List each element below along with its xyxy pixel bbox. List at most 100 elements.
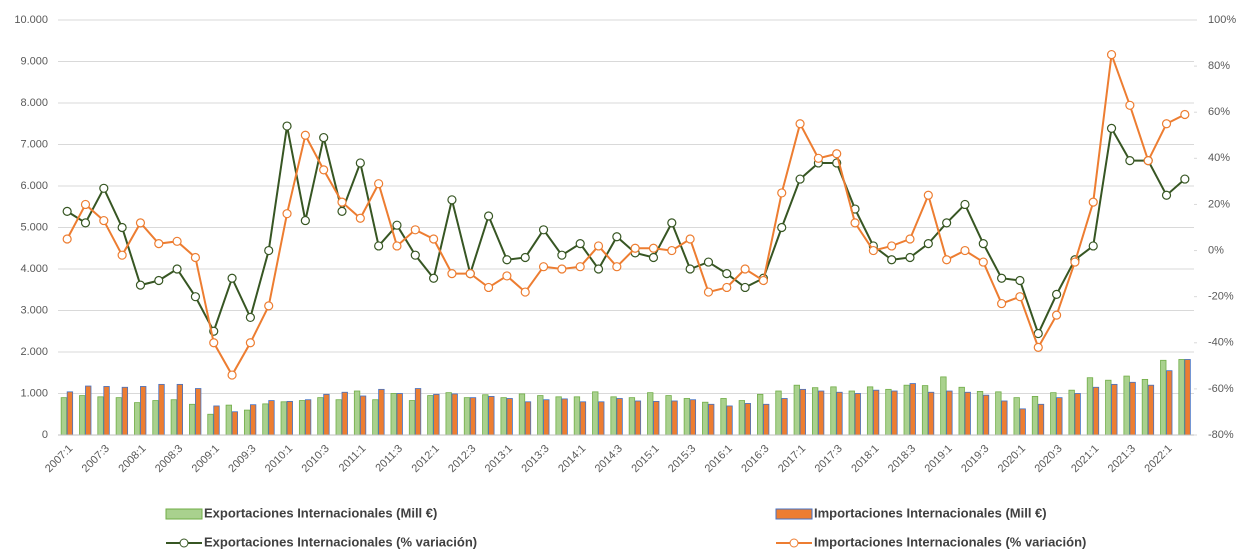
- bar: [1123, 375, 1130, 436]
- y2-tick-label: 100%: [1208, 14, 1236, 26]
- bar: [427, 395, 434, 436]
- bar: [408, 400, 416, 436]
- line-marker: [154, 239, 164, 249]
- bar: [1105, 379, 1112, 436]
- bar: [854, 393, 861, 436]
- line-marker: [447, 195, 457, 205]
- line-marker: [410, 250, 420, 260]
- line-marker: [62, 234, 72, 244]
- bar: [610, 396, 617, 436]
- y2-tick-label: 0%: [1208, 244, 1224, 256]
- line-marker: [942, 218, 952, 228]
- line-marker: [190, 292, 201, 302]
- line-marker: [483, 282, 494, 293]
- x-tick-label: 2018:1: [849, 443, 881, 475]
- x-tick-label: 2018:3: [886, 443, 918, 475]
- line-marker: [612, 262, 622, 272]
- line-marker: [264, 301, 274, 311]
- bar: [689, 399, 697, 436]
- bar: [323, 393, 330, 436]
- line-marker: [630, 243, 640, 253]
- y2-tick-label: 20%: [1208, 198, 1230, 210]
- line-marker: [758, 275, 769, 286]
- y-tick-label: 8.000: [20, 97, 48, 109]
- bar: [445, 392, 452, 436]
- bar: [616, 398, 623, 436]
- legend-label: Exportaciones Internacionales (% variaci…: [204, 534, 477, 549]
- line-marker: [392, 241, 402, 251]
- bar: [537, 395, 544, 436]
- bar: [378, 388, 385, 436]
- bar: [995, 391, 1002, 436]
- bar: [1184, 359, 1191, 436]
- bar: [213, 405, 220, 436]
- bar: [811, 387, 819, 436]
- bar: [830, 386, 837, 436]
- y2-tick-label: 40%: [1208, 152, 1230, 164]
- bar: [121, 386, 129, 436]
- line-marker: [410, 225, 420, 235]
- line-marker: [593, 241, 604, 251]
- line-marker: [942, 255, 952, 265]
- y-tick-label: 2.000: [20, 346, 48, 358]
- line-marker: [99, 183, 109, 193]
- line-marker: [355, 213, 365, 223]
- bar: [1166, 370, 1173, 436]
- x-tick-label: 2008:3: [153, 443, 185, 475]
- line-marker: [685, 234, 695, 244]
- bar: [158, 383, 165, 436]
- bar: [1111, 383, 1118, 436]
- line-marker: [1033, 328, 1043, 339]
- line-marker: [190, 252, 201, 263]
- line-marker: [374, 179, 384, 189]
- bar: [500, 397, 507, 436]
- line-marker: [1015, 275, 1025, 286]
- bar: [1001, 400, 1008, 436]
- line-marker: [337, 206, 347, 216]
- y-tick-label: 6.000: [20, 180, 48, 192]
- bar: [85, 385, 92, 436]
- bar: [665, 395, 672, 436]
- legend: Exportaciones Internacionales (Mill €) Im…: [165, 505, 1086, 549]
- y-tick-label: 10.000: [14, 14, 48, 26]
- bar: [817, 390, 825, 436]
- line-marker: [1088, 241, 1098, 251]
- line-marker: [923, 190, 933, 200]
- bar: [60, 397, 68, 436]
- line-marker: [978, 257, 988, 267]
- line-marker: [1180, 109, 1190, 120]
- bar: [1056, 397, 1063, 436]
- legend-label: Importaciones Internacionales (Mill €): [814, 505, 1047, 520]
- x-tick-label: 2020:1: [996, 443, 1028, 475]
- line-marker: [593, 264, 604, 274]
- line-marker: [117, 222, 127, 233]
- line-marker: [740, 264, 750, 274]
- line-marker: [62, 206, 72, 216]
- line-marker: [1125, 100, 1135, 110]
- bar: [793, 384, 800, 436]
- line-marker: [117, 250, 127, 260]
- bar: [909, 383, 916, 436]
- bar: [414, 388, 422, 436]
- line-marker: [264, 245, 274, 256]
- legend-swatch: [165, 508, 203, 520]
- bar: [286, 400, 293, 436]
- line-marker: [978, 239, 988, 249]
- bar: [317, 397, 324, 436]
- x-tick-label: 2015:1: [629, 443, 661, 475]
- line-marker: [557, 250, 567, 260]
- line-marker: [282, 209, 292, 219]
- bar: [341, 391, 348, 436]
- bar: [1050, 392, 1057, 436]
- y2-tick-label: -20%: [1208, 291, 1234, 303]
- bar: [634, 400, 642, 436]
- line-marker: [374, 241, 384, 251]
- line-marker: [795, 174, 805, 184]
- line-marker: [355, 158, 365, 168]
- x-tick-label: 2017:3: [813, 443, 845, 475]
- x-tick-label: 2021:3: [1106, 443, 1138, 475]
- bar: [598, 401, 605, 436]
- bar: [433, 393, 440, 436]
- line-marker: [813, 153, 823, 163]
- line-marker: [667, 218, 677, 228]
